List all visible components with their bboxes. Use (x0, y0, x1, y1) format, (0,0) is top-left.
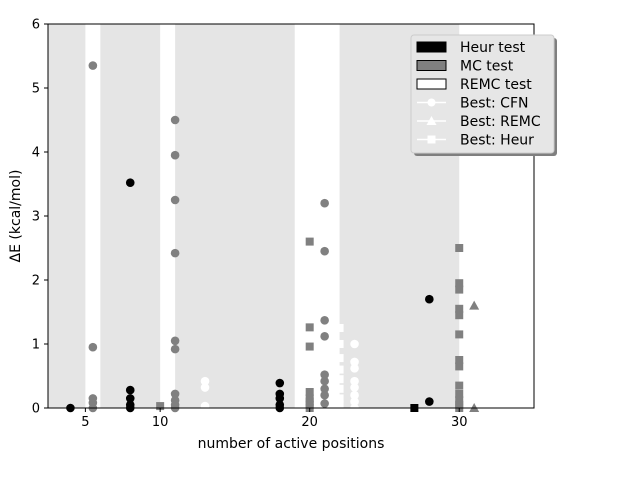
point-5-1 (200, 383, 210, 392)
point-2-8 (170, 248, 180, 258)
legend-handle-2 (416, 78, 447, 90)
point-6-2 (335, 354, 344, 363)
point-2-18 (320, 332, 329, 341)
point-2-16 (320, 246, 329, 256)
legend-marker-4 (426, 116, 437, 125)
legend-label-2: REMC test (460, 77, 532, 93)
point-2-22 (320, 390, 329, 400)
point-2-20 (320, 376, 329, 386)
point-0-6 (275, 378, 285, 388)
point-5-4 (350, 357, 359, 367)
point-0-12 (425, 397, 434, 406)
point-2-10 (170, 344, 180, 354)
y-tick-label-5: 5 (32, 82, 40, 97)
point-5-2 (200, 401, 210, 411)
point-0-3 (125, 394, 135, 403)
point-5-3 (350, 339, 359, 349)
point-3-3 (305, 342, 314, 351)
point-3-11 (455, 285, 464, 294)
legend-label-1: MC test (460, 59, 514, 75)
point-5-5 (350, 364, 359, 373)
point-3-12 (455, 304, 464, 313)
y-axis-label: ΔE (kcal/mol) (8, 170, 24, 263)
point-5-7 (350, 383, 359, 392)
point-2-0 (88, 61, 98, 70)
point-2-5 (170, 115, 180, 125)
y-tick-label-3: 3 (32, 210, 40, 225)
background-band-2 (175, 24, 295, 408)
point-3-2 (305, 323, 314, 332)
point-3-1 (305, 237, 314, 246)
point-2-19 (320, 370, 329, 380)
x-tick-label-3: 30 (451, 415, 468, 430)
point-3-9 (455, 244, 464, 252)
point-5-9 (350, 397, 359, 406)
legend-marker-5 (427, 135, 436, 144)
point-6-7 (335, 400, 344, 409)
point-5-0 (200, 376, 210, 386)
x-tick-label-2: 20 (301, 415, 318, 430)
legend-label-3: Best: CFN (460, 96, 528, 112)
point-6-1 (335, 340, 344, 348)
point-6-3 (335, 365, 344, 374)
point-0-8 (275, 394, 285, 403)
y-axis-ticks: 0 1 2 3 4 5 6 (32, 18, 48, 417)
point-6-6 (335, 394, 344, 403)
point-2-21 (320, 384, 329, 394)
point-6-5 (335, 384, 344, 393)
point-0-2 (125, 385, 135, 395)
point-2-9 (170, 336, 180, 346)
x-axis-ticks: 5 10 20 30 (81, 408, 468, 430)
point-2-15 (320, 198, 329, 208)
y-tick-label-0: 0 (32, 402, 40, 417)
point-3-18 (455, 389, 464, 398)
legend-label-5: Best: Heur (460, 133, 534, 149)
point-2-7 (170, 195, 180, 205)
point-3-14 (455, 330, 464, 339)
background-band-0 (48, 24, 86, 408)
x-tick-label-0: 5 (81, 415, 89, 430)
legend-marker-3 (427, 98, 436, 107)
point-3-13 (455, 311, 464, 320)
y-tick-label-1: 1 (32, 338, 40, 353)
legend-handle-0 (416, 41, 447, 53)
point-3-0 (156, 402, 165, 411)
point-2-23 (320, 399, 329, 408)
x-axis-label: number of active positions (198, 436, 385, 452)
point-2-6 (170, 150, 180, 160)
point-3-16 (455, 362, 464, 371)
legend-box (410, 34, 555, 154)
point-0-1 (125, 178, 135, 188)
point-4-0 (469, 300, 480, 310)
point-3-17 (455, 381, 464, 390)
data-points (66, 61, 480, 413)
point-6-4 (335, 375, 344, 384)
legend-label-4: Best: REMC (460, 114, 541, 130)
point-5-8 (350, 390, 359, 400)
legend: Heur test MC test REMC test Best: CFN Best: … (410, 34, 557, 156)
x-tick-label-1: 10 (152, 415, 169, 430)
legend-handle-1 (416, 60, 447, 71)
point-2-1 (88, 342, 98, 352)
point-5-6 (350, 376, 359, 386)
background-bands (48, 24, 460, 408)
point-2-11 (170, 389, 180, 399)
point-3-15 (455, 356, 464, 364)
y-tick-label-4: 4 (32, 146, 40, 161)
point-3-19 (455, 396, 464, 405)
point-6-0 (335, 324, 344, 332)
point-2-17 (320, 316, 329, 325)
point-3-10 (455, 279, 464, 288)
point-0-11 (425, 294, 434, 304)
y-tick-label-2: 2 (32, 274, 40, 289)
background-band-1 (100, 24, 161, 408)
point-3-4 (305, 388, 314, 396)
legend-label-0: Heur test (460, 40, 526, 56)
y-tick-label-6: 6 (32, 18, 40, 33)
